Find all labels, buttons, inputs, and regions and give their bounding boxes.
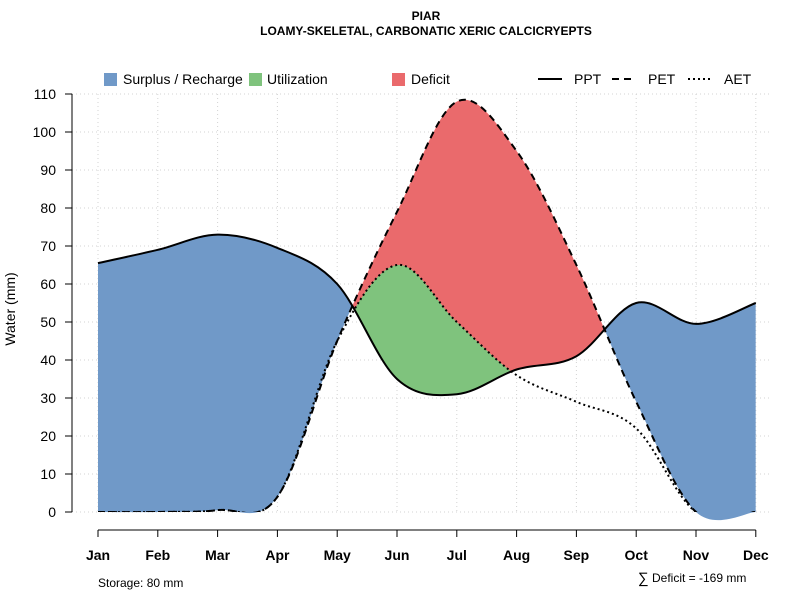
x-tick-label-may: May [324,547,351,563]
storage-note: Storage: 80 mm [98,576,183,590]
chart-subtitle: LOAMY-SKELETAL, CARBONATIC XERIC CALCICR… [260,24,592,38]
x-tick-label-sep: Sep [564,547,590,563]
legend-label-utilization: Utilization [267,71,328,87]
deficit-note: Deficit = -169 mm [652,571,746,585]
y-tick-label: 20 [40,428,56,444]
x-tick-label-feb: Feb [145,547,170,563]
y-tick-label: 110 [34,86,57,102]
y-axis-label: Water (mm) [2,272,18,345]
area-fills [98,99,756,521]
y-tick-label: 50 [40,314,56,330]
legend: Surplus / Recharge Utilization Deficit P… [104,71,752,87]
legend-label-aet: AET [724,71,752,87]
legend-swatch-deficit [392,73,405,86]
y-tick-label: 40 [40,352,56,368]
deficit-sum-icon: ∑ [638,570,649,587]
legend-label-surplus: Surplus / Recharge [123,71,243,87]
x-tick-label-mar: Mar [205,547,230,563]
y-tick-label: 100 [33,124,57,140]
x-tick-label-jan: Jan [86,547,110,563]
chart-title: PIAR [412,9,441,23]
x-tick-label-aug: Aug [503,547,530,563]
x-tick-label-nov: Nov [683,547,710,563]
series-line-aet [98,263,756,512]
x-tick-label-jul: Jul [447,547,467,563]
y-tick-label: 80 [40,200,56,216]
y-tick-label: 30 [40,390,56,406]
area-utilization [98,264,756,396]
y-tick-label: 0 [48,504,56,520]
series-line-pet [98,98,756,512]
series-line-ppt [97,233,757,397]
legend-label-pet: PET [648,71,676,87]
legend-swatch-utilization [249,73,262,86]
y-tick-label: 70 [40,238,56,254]
legend-swatch-surplus [104,73,117,86]
y-tick-label: 90 [40,162,56,178]
y-tick-label: 60 [40,276,56,292]
x-tick-label-jun: Jun [385,547,410,563]
x-tick-label-oct: Oct [625,547,649,563]
legend-label-ppt: PPT [574,71,602,87]
area-surplus-recharge [98,234,756,521]
x-tick-label-apr: Apr [265,547,290,563]
series-lines [97,98,757,512]
y-tick-label: 10 [40,466,56,482]
legend-label-deficit: Deficit [411,71,450,87]
x-tick-label-dec: Dec [743,547,769,563]
axes: 0 10 20 30 40 50 60 70 80 90 100 110 Jan Feb Mar Apr May… [33,86,769,563]
